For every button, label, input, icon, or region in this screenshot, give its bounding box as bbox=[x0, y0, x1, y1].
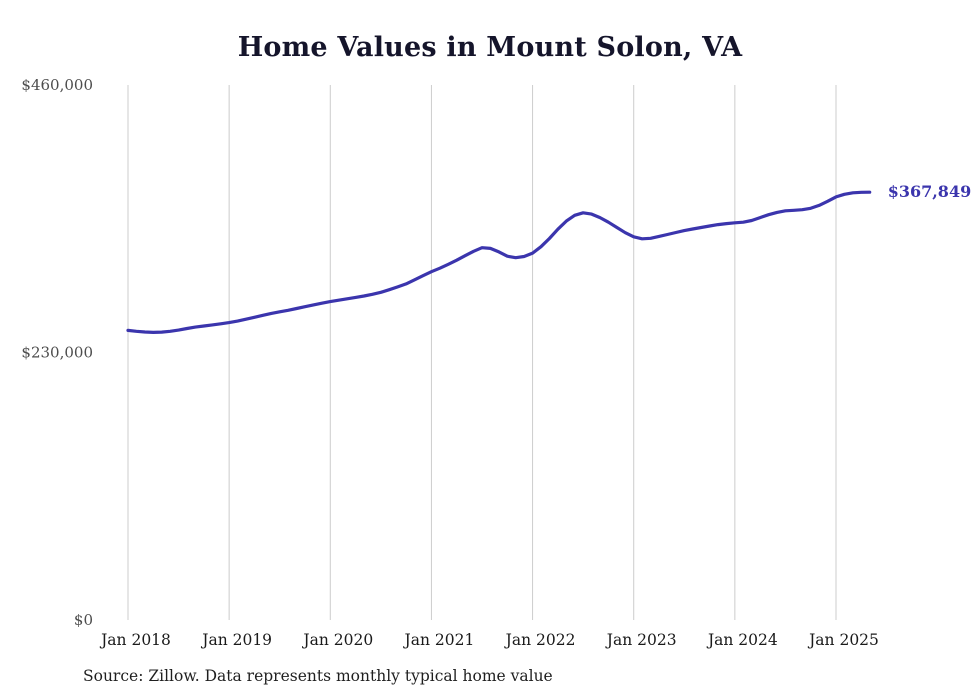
x-axis-tick-label: Jan 2021 bbox=[403, 631, 475, 649]
x-axis-tick-label: Jan 2025 bbox=[807, 631, 879, 649]
y-axis-tick-label: $0 bbox=[74, 611, 93, 629]
x-axis-tick-label: Jan 2024 bbox=[706, 631, 778, 649]
y-axis-tick-label: $460,000 bbox=[21, 76, 93, 94]
x-axis-tick-label: Jan 2018 bbox=[99, 631, 171, 649]
latest-value-label: $367,849 bbox=[888, 182, 972, 201]
x-axis-tick-label: Jan 2019 bbox=[200, 631, 272, 649]
x-axis-tick-label: Jan 2020 bbox=[301, 631, 373, 649]
chart-title: Home Values in Mount Solon, VA bbox=[237, 32, 743, 63]
source-note: Source: Zillow. Data represents monthly … bbox=[83, 667, 553, 685]
y-axis-tick-label: $230,000 bbox=[21, 344, 93, 362]
x-axis-tick-label: Jan 2023 bbox=[605, 631, 677, 649]
home-value-series-line bbox=[126, 190, 872, 334]
x-axis-tick-label: Jan 2022 bbox=[504, 631, 576, 649]
